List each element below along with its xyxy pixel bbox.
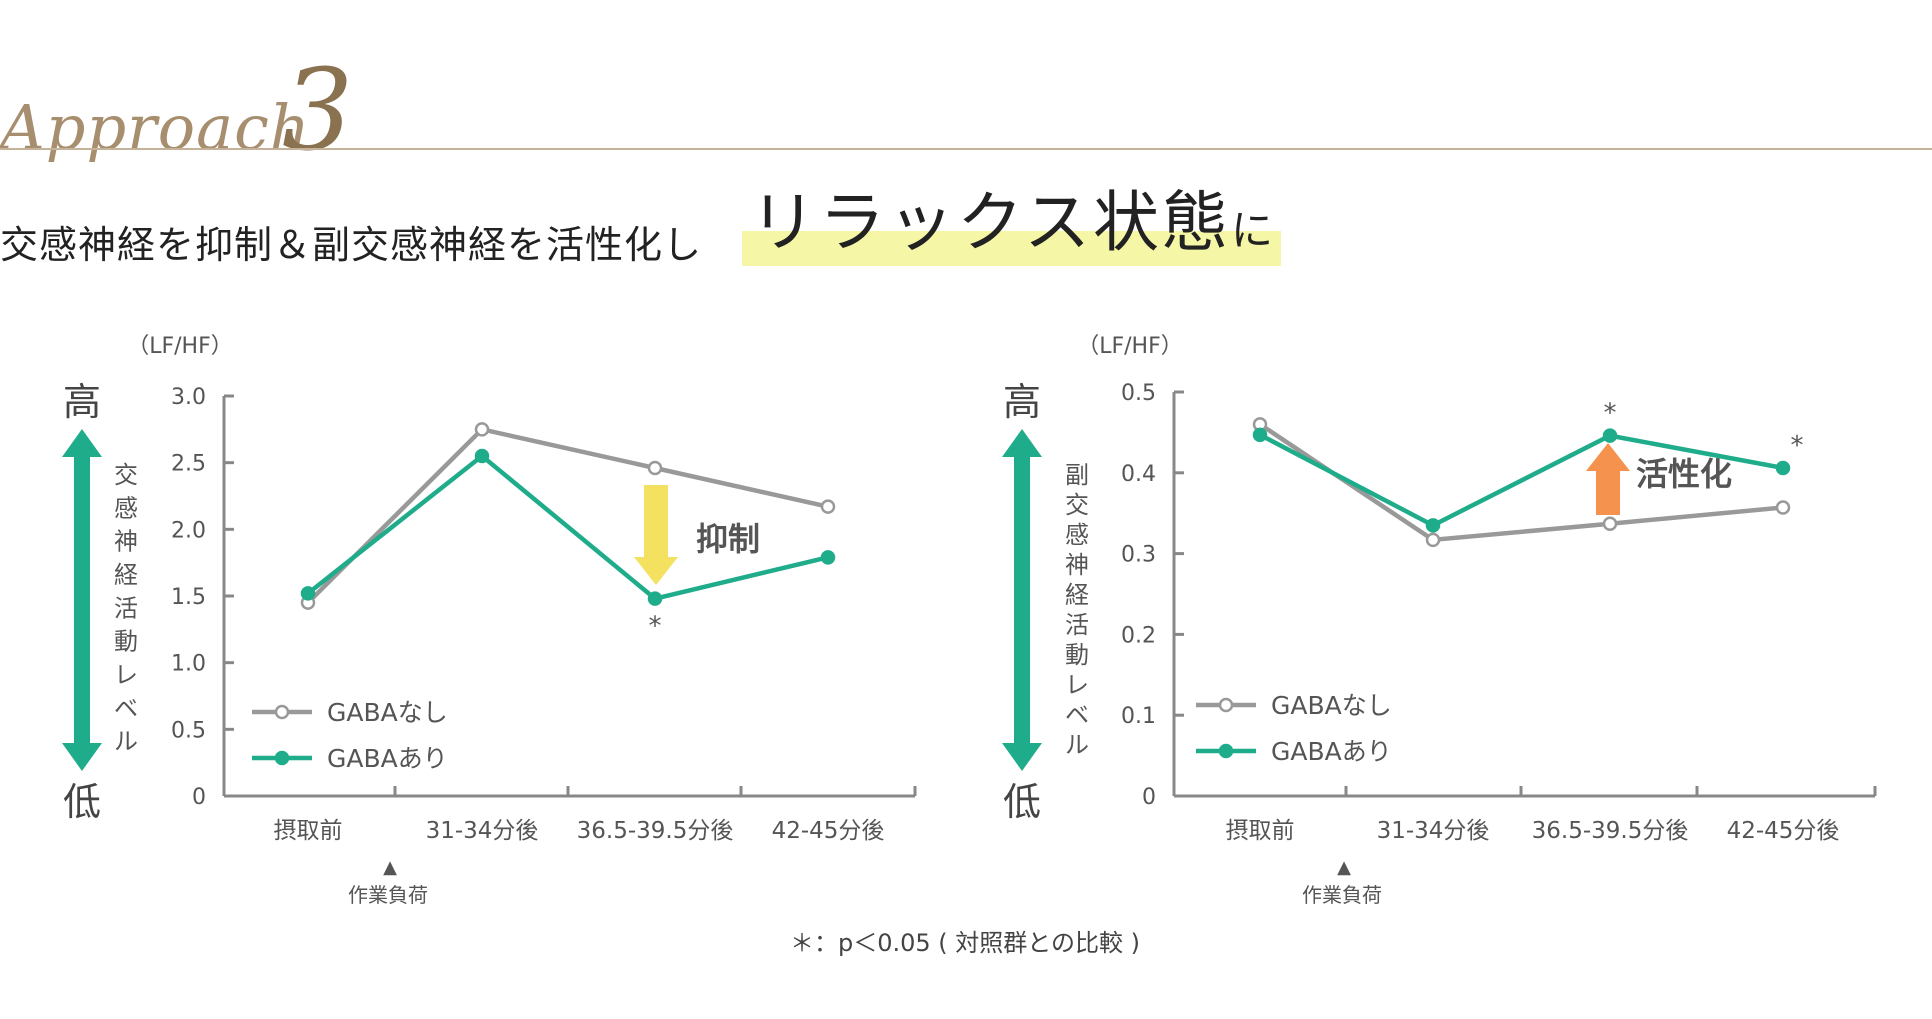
series-point-0 xyxy=(1425,532,1441,548)
headline-highlight-box: リラックス状態に xyxy=(742,188,1282,266)
event-marker: ▲ xyxy=(383,857,397,878)
y-axis-label-char: 経 xyxy=(1065,581,1089,609)
event-label: 作業負荷 xyxy=(1302,883,1382,907)
approach-heading: Approach 3 xyxy=(0,46,1932,176)
y-axis-label-char: レ xyxy=(114,661,138,689)
headline-suffix: に xyxy=(1231,206,1274,255)
series-point-0 xyxy=(647,460,663,476)
y-tick-label: 0.3 xyxy=(1121,543,1156,568)
y-tick-label: 1.0 xyxy=(171,652,206,677)
legend-swatch-point xyxy=(1218,697,1234,713)
y-axis-label-char: 動 xyxy=(114,628,138,656)
level-arrow-up-head xyxy=(1002,429,1042,457)
significance-star: * xyxy=(1604,399,1617,429)
series-point-1 xyxy=(300,586,316,601)
level-arrow-down-head xyxy=(1002,743,1042,771)
legend-swatch-point xyxy=(1218,743,1234,759)
y-axis-label-char: 動 xyxy=(1065,641,1089,669)
x-tick-label: 36.5-39.5分後 xyxy=(577,818,734,844)
series-point-1 xyxy=(1602,428,1618,443)
y-axis-label-char: ベ xyxy=(114,694,138,722)
y-tick-label: 2.5 xyxy=(171,452,206,477)
series-point-0 xyxy=(1602,516,1618,531)
series-point-1 xyxy=(1775,460,1791,476)
series-point-1 xyxy=(1425,518,1441,533)
series-point-1 xyxy=(474,448,490,464)
legend-label: GABAあり xyxy=(327,744,448,773)
y-axis-label-char: 活 xyxy=(114,594,138,622)
y-axis-label-char: レ xyxy=(1065,671,1089,699)
legend-label: GABAなし xyxy=(327,698,448,727)
x-tick-label: 42-45分後 xyxy=(772,818,885,844)
annotation-label: 抑制 xyxy=(696,520,760,558)
y-axis-label-char: 感 xyxy=(114,494,138,522)
event-label: 作業負荷 xyxy=(348,883,428,907)
y-unit-label: （LF/HF） xyxy=(127,334,233,359)
y-axis-label-char: ベ xyxy=(1065,701,1089,729)
series-point-0 xyxy=(820,499,836,514)
legend-label: GABAなし xyxy=(1271,691,1392,720)
y-axis-label-char: ル xyxy=(114,728,138,756)
x-tick-label: 42-45分後 xyxy=(1727,818,1840,844)
y-axis-label-char: 感 xyxy=(1065,521,1089,549)
y-tick-label: 0.5 xyxy=(1121,381,1156,406)
annotation-label: 活性化 xyxy=(1636,455,1732,493)
y-tick-label: 0.1 xyxy=(1121,704,1156,729)
x-tick-label: 摂取前 xyxy=(274,818,343,844)
low-label: 低 xyxy=(1003,780,1041,824)
series-point-1 xyxy=(820,550,836,565)
y-tick-label: 0.2 xyxy=(1121,623,1156,648)
y-tick-label: 3.0 xyxy=(171,385,206,410)
series-point-1 xyxy=(647,591,663,606)
approach-number: 3 xyxy=(282,46,354,176)
y-tick-label: 0 xyxy=(1142,785,1156,810)
x-tick-label: 31-34分後 xyxy=(426,818,539,844)
approach-divider xyxy=(0,148,1932,150)
x-tick-label: 36.5-39.5分後 xyxy=(1532,818,1689,844)
headline-highlight: リラックス状態 xyxy=(750,184,1232,261)
significance-star: * xyxy=(649,612,662,642)
y-axis-label-char: 副 xyxy=(1065,461,1089,489)
y-tick-label: 0.4 xyxy=(1121,462,1156,487)
event-marker: ▲ xyxy=(1337,857,1351,878)
annotation-arrow xyxy=(634,485,678,585)
series-point-0 xyxy=(1775,500,1791,515)
series-line-0 xyxy=(306,426,829,605)
legend-label: GABAあり xyxy=(1271,737,1392,766)
y-axis-label-char: 交 xyxy=(114,461,138,489)
series-line-1 xyxy=(306,453,829,602)
series-point-0 xyxy=(474,422,490,437)
y-axis-label-char: 活 xyxy=(1065,611,1089,639)
y-axis-label-char: 神 xyxy=(1065,551,1089,579)
y-tick-label: 2.0 xyxy=(171,518,206,543)
y-tick-label: 0.5 xyxy=(171,718,206,743)
approach-word: Approach xyxy=(0,91,311,164)
legend-swatch-point xyxy=(274,750,290,766)
y-tick-label: 1.5 xyxy=(171,585,206,610)
headline-main: 交感神経を抑制＆副交感神経を活性化し xyxy=(0,223,703,267)
high-label: 高 xyxy=(1003,380,1041,424)
headline: 交感神経を抑制＆副交感神経を活性化し リラックス状態に xyxy=(0,188,1932,278)
y-axis-label-char: 交 xyxy=(1065,491,1089,519)
y-axis-label-char: 経 xyxy=(114,561,138,589)
series-point-1 xyxy=(1252,427,1268,443)
significance-footnote: ＊：p＜0.05 ( 対照群との比較 ) xyxy=(790,929,1141,957)
level-arrow-up-head xyxy=(62,429,102,457)
y-unit-label: （LF/HF） xyxy=(1077,334,1183,359)
annotation-arrow xyxy=(1586,443,1630,515)
x-tick-label: 摂取前 xyxy=(1226,818,1295,844)
y-tick-label: 0 xyxy=(192,785,206,810)
legend-swatch-point xyxy=(274,704,290,720)
high-label: 高 xyxy=(63,380,101,424)
significance-star: * xyxy=(1791,431,1804,461)
y-axis-label-char: ル xyxy=(1065,731,1089,759)
low-label: 低 xyxy=(63,780,101,824)
series-line-1 xyxy=(1258,432,1784,528)
x-tick-label: 31-34分後 xyxy=(1377,818,1490,844)
y-axis-label-char: 神 xyxy=(114,528,138,556)
level-arrow-down-head xyxy=(62,743,102,771)
